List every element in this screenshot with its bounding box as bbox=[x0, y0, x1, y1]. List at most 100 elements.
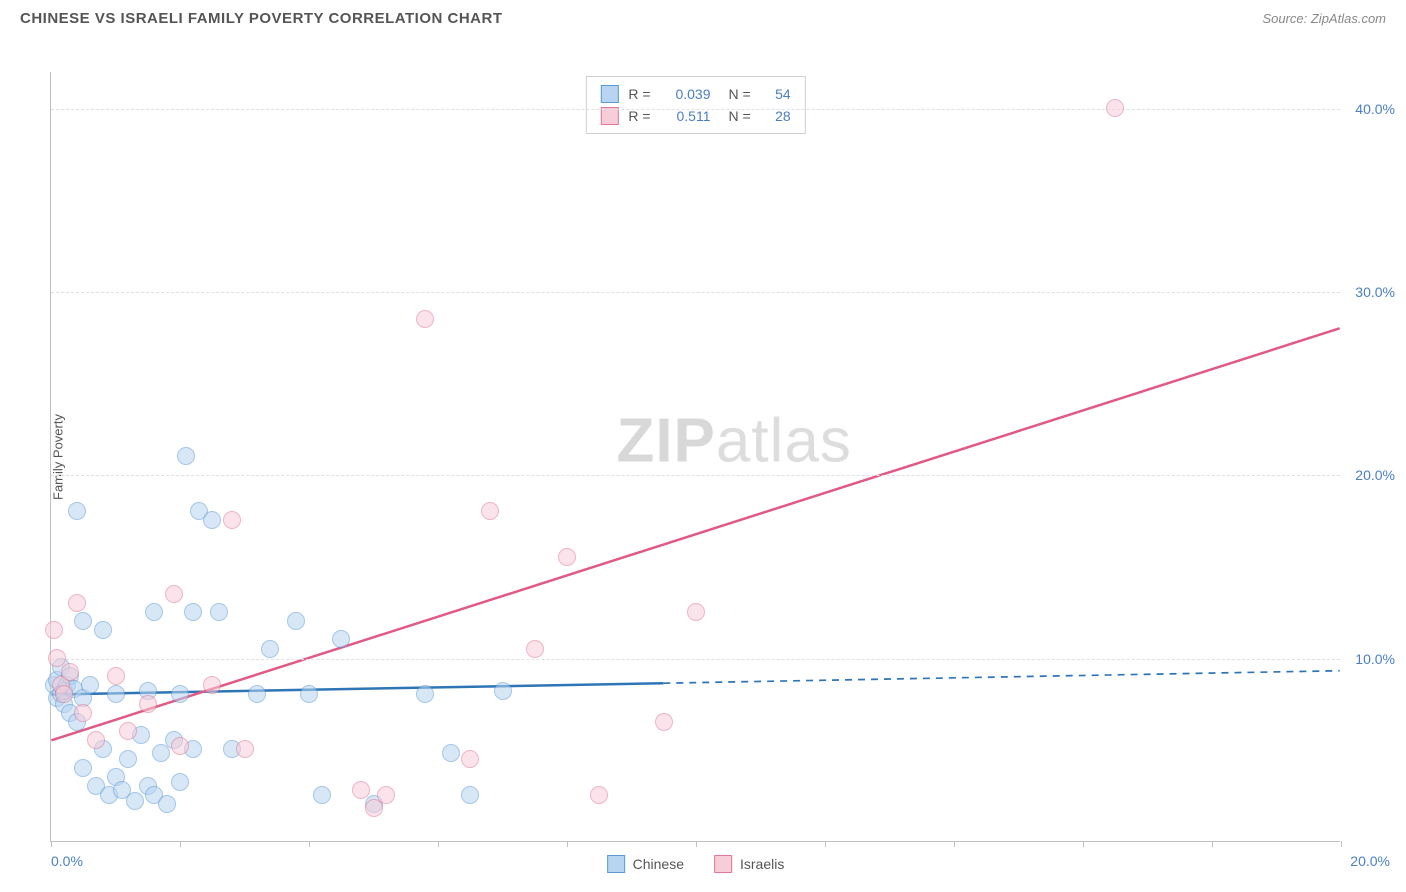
scatter-point bbox=[171, 773, 189, 791]
scatter-point bbox=[558, 548, 576, 566]
scatter-point bbox=[526, 640, 544, 658]
scatter-point bbox=[55, 685, 73, 703]
scatter-point bbox=[1106, 99, 1124, 117]
chart-header: CHINESE VS ISRAELI FAMILY POVERTY CORREL… bbox=[0, 0, 1406, 32]
scatter-point bbox=[442, 744, 460, 762]
scatter-point bbox=[352, 781, 370, 799]
scatter-point bbox=[107, 667, 125, 685]
plot-area: ZIPatlas R =0.039N =54R =0.511N =28 Chin… bbox=[50, 72, 1340, 842]
scatter-point bbox=[210, 603, 228, 621]
scatter-point bbox=[74, 759, 92, 777]
y-tick-label: 10.0% bbox=[1355, 651, 1395, 667]
legend-stat-row: R = 0.039 N = 54 bbox=[600, 83, 790, 105]
scatter-point bbox=[300, 685, 318, 703]
scatter-point bbox=[590, 786, 608, 804]
scatter-point bbox=[145, 603, 163, 621]
scatter-point bbox=[45, 621, 63, 639]
scatter-point bbox=[481, 502, 499, 520]
x-tick bbox=[696, 841, 697, 847]
x-tick bbox=[1341, 841, 1342, 847]
watermark: ZIPatlas bbox=[616, 406, 851, 477]
x-tick bbox=[1083, 841, 1084, 847]
scatter-point bbox=[332, 630, 350, 648]
scatter-point bbox=[177, 447, 195, 465]
watermark-rest: atlas bbox=[716, 407, 852, 476]
scatter-point bbox=[261, 640, 279, 658]
scatter-point bbox=[119, 722, 137, 740]
legend-swatch bbox=[600, 107, 618, 125]
scatter-point bbox=[184, 603, 202, 621]
x-tick bbox=[1212, 841, 1213, 847]
trend-line-dashed bbox=[663, 671, 1339, 683]
scatter-point bbox=[81, 676, 99, 694]
legend-series-item: Chinese bbox=[607, 855, 684, 873]
x-tick bbox=[567, 841, 568, 847]
scatter-point bbox=[287, 612, 305, 630]
legend-swatch bbox=[714, 855, 732, 873]
x-tick bbox=[309, 841, 310, 847]
correlation-legend: R =0.039N =54R =0.511N =28 bbox=[585, 76, 805, 134]
n-value: 28 bbox=[761, 108, 791, 124]
n-label: N = bbox=[729, 108, 751, 124]
scatter-point bbox=[68, 594, 86, 612]
x-tick bbox=[825, 841, 826, 847]
trend-line-solid bbox=[51, 328, 1339, 740]
scatter-point bbox=[165, 585, 183, 603]
x-tick bbox=[180, 841, 181, 847]
y-tick-label: 30.0% bbox=[1355, 284, 1395, 300]
scatter-point bbox=[158, 795, 176, 813]
scatter-point bbox=[416, 685, 434, 703]
scatter-point bbox=[48, 649, 66, 667]
scatter-point bbox=[74, 612, 92, 630]
x-tick-label: 20.0% bbox=[1350, 853, 1390, 869]
gridline bbox=[51, 109, 1340, 110]
scatter-point bbox=[494, 682, 512, 700]
scatter-point bbox=[416, 310, 434, 328]
scatter-point bbox=[655, 713, 673, 731]
legend-swatch bbox=[600, 85, 618, 103]
scatter-point bbox=[461, 750, 479, 768]
scatter-point bbox=[68, 502, 86, 520]
x-tick bbox=[954, 841, 955, 847]
r-label: R = bbox=[628, 86, 650, 102]
scatter-point bbox=[107, 685, 125, 703]
gridline bbox=[51, 292, 1340, 293]
scatter-point bbox=[248, 685, 266, 703]
scatter-point bbox=[61, 663, 79, 681]
legend-series-item: Israelis bbox=[714, 855, 784, 873]
legend-series-label: Chinese bbox=[633, 856, 684, 872]
scatter-point bbox=[119, 750, 137, 768]
x-tick bbox=[438, 841, 439, 847]
n-value: 54 bbox=[761, 86, 791, 102]
scatter-point bbox=[236, 740, 254, 758]
r-label: R = bbox=[628, 108, 650, 124]
x-tick bbox=[51, 841, 52, 847]
n-label: N = bbox=[729, 86, 751, 102]
chart-title: CHINESE VS ISRAELI FAMILY POVERTY CORREL… bbox=[20, 10, 503, 27]
scatter-point bbox=[171, 685, 189, 703]
scatter-point bbox=[126, 792, 144, 810]
watermark-bold: ZIP bbox=[616, 407, 715, 476]
scatter-point bbox=[687, 603, 705, 621]
scatter-point bbox=[203, 511, 221, 529]
scatter-point bbox=[94, 621, 112, 639]
x-tick-label: 0.0% bbox=[51, 853, 83, 869]
scatter-point bbox=[313, 786, 331, 804]
scatter-point bbox=[139, 695, 157, 713]
chart-container: Family Poverty ZIPatlas R =0.039N =54R =… bbox=[0, 32, 1406, 882]
legend-series-label: Israelis bbox=[740, 856, 784, 872]
series-legend: Chinese Israelis bbox=[607, 855, 785, 873]
gridline bbox=[51, 475, 1340, 476]
y-tick-label: 40.0% bbox=[1355, 101, 1395, 117]
scatter-point bbox=[87, 731, 105, 749]
y-tick-label: 20.0% bbox=[1355, 467, 1395, 483]
trend-lines-svg bbox=[51, 72, 1340, 841]
scatter-point bbox=[171, 737, 189, 755]
scatter-point bbox=[223, 511, 241, 529]
legend-swatch bbox=[607, 855, 625, 873]
gridline bbox=[51, 659, 1340, 660]
scatter-point bbox=[377, 786, 395, 804]
r-value: 0.039 bbox=[661, 86, 711, 102]
scatter-point bbox=[74, 704, 92, 722]
scatter-point bbox=[203, 676, 221, 694]
